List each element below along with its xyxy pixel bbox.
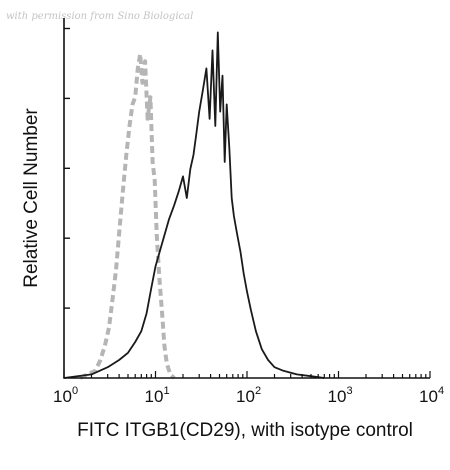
x-tick-label-exponent: 1	[164, 385, 170, 397]
x-axis-ticks	[63, 371, 431, 378]
x-tick-label: 10 4	[419, 385, 444, 406]
y-axis-title: Relative Cell Number	[21, 108, 42, 288]
x-tick-label-exponent: 3	[347, 385, 353, 397]
axis-frame	[63, 18, 430, 379]
x-axis-tick-labels: 10 0 10 1 10 2 10 3 10 4	[53, 385, 444, 406]
x-tick-label-exponent: 4	[438, 385, 444, 397]
x-tick-label-exponent: 0	[72, 385, 78, 397]
series-2-line	[63, 31, 325, 379]
watermark-text: with permission from Sino Biological	[6, 11, 193, 22]
x-tick-label: 10 0	[53, 385, 78, 406]
x-tick-label: 10 1	[145, 385, 170, 406]
x-tick-label-base: 10	[328, 387, 347, 406]
x-tick-label-base: 10	[236, 387, 255, 406]
plot-area: 10 0 10 1 10 2 10 3 10 4	[53, 18, 444, 406]
series-layer	[63, 31, 325, 380]
x-axis-title: FITC ITGB1(CD29), with isotype control	[77, 420, 413, 441]
x-tick-label-exponent: 2	[255, 385, 261, 397]
x-tick-label-base: 10	[419, 387, 438, 406]
series-1-line	[79, 52, 176, 380]
x-tick-label-base: 10	[145, 387, 164, 406]
y-axis-ticks	[64, 27, 70, 309]
x-tick-label-base: 10	[53, 387, 72, 406]
x-tick-label: 10 3	[328, 385, 353, 406]
x-tick-label: 10 2	[236, 385, 261, 406]
